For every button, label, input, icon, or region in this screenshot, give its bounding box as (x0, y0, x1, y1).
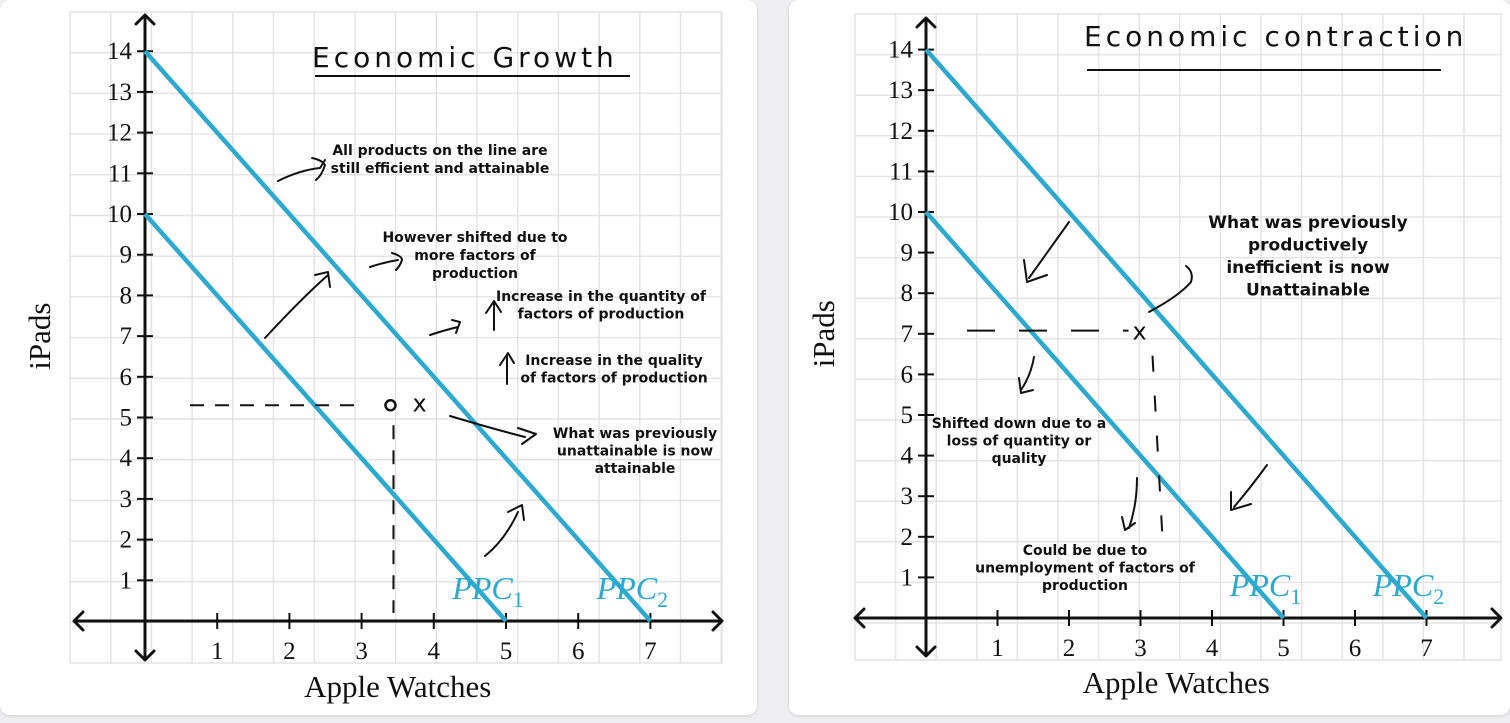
x-tick-label: 4 (1206, 635, 1219, 662)
y-tick-label: 1 (901, 564, 914, 591)
hand-arrow-ppc2-down (1023, 221, 1070, 283)
y-tick-label: 9 (901, 240, 914, 267)
ppc-line-label: PPC2 (1372, 567, 1444, 609)
marked-point-dot (384, 399, 397, 412)
annotation-unattainable-now-attainable: What was previously unattainable is now at… (553, 426, 717, 477)
y-tick-label: 10 (107, 201, 132, 228)
y-tick-label: 2 (901, 524, 914, 551)
ppc-line (924, 210, 1286, 620)
hand-arrow-up-quantity (485, 300, 502, 331)
y-axis-arrow-up (915, 16, 937, 29)
marked-point-label: x (412, 389, 426, 417)
x-axis-arrow-right (1490, 607, 1503, 629)
y-tick-label: 5 (120, 405, 133, 432)
y-tick-label: 12 (888, 118, 913, 145)
x-axis-arrow-left (853, 607, 866, 629)
annotation-now-unattainable: What was previously productively inefficie… (1208, 213, 1407, 301)
ppc-line-label: PPC1 (1229, 567, 1301, 609)
ppc-line (924, 48, 1429, 620)
chart-title-handwritten: Economic contraction (1084, 20, 1467, 53)
hand-arrow-unemployment-note (1121, 477, 1138, 531)
hand-arrow-quantity (429, 319, 461, 336)
y-tick-label: 13 (107, 79, 132, 106)
y-tick-label: 3 (901, 483, 914, 510)
x-tick-label: 3 (1134, 635, 1147, 662)
y-tick-label: 8 (120, 282, 133, 309)
y-tick-label: 1 (120, 567, 133, 594)
y-tick-label: 6 (901, 361, 914, 388)
x-axis-label: Apple Watches (304, 669, 491, 704)
x-tick-label: 5 (1277, 635, 1290, 662)
grid-border (854, 13, 1502, 661)
dashed-guide-vertical (1151, 355, 1164, 539)
y-tick-label: 10 (888, 199, 913, 226)
x-tick-label: 1 (991, 635, 1004, 662)
annotation-increase-quantity: Increase in the quantity of factors of pr… (496, 289, 707, 323)
y-tick-label: 5 (901, 402, 914, 429)
x-tick-label: 2 (1063, 635, 1076, 662)
x-tick-label: 3 (355, 638, 368, 665)
hand-arrow-lower-right (484, 504, 525, 557)
y-tick-label: 8 (901, 280, 914, 307)
y-tick-label: 3 (120, 486, 133, 513)
annotation-shifted-down: Shifted down due to a loss of quantity or… (932, 416, 1106, 467)
ppc-line (143, 212, 508, 623)
ppc-line-label: PPC1 (451, 570, 523, 612)
gridlines (70, 12, 722, 663)
hand-arrow-shifted-note (369, 252, 403, 271)
y-tick-label: 14 (107, 38, 133, 65)
x-axis-arrow-left (72, 610, 85, 632)
marked-point-label: x (1133, 318, 1147, 346)
hand-arrow-shift-ppc (264, 271, 331, 339)
y-tick-label: 9 (120, 242, 133, 269)
ppc-line (143, 49, 653, 623)
x-tick-label: 6 (572, 638, 585, 665)
y-axis-label: iPads (22, 303, 57, 370)
x-tick-label: 2 (283, 638, 296, 665)
x-axis-arrow-right (711, 610, 724, 632)
y-tick-label: 11 (889, 158, 913, 185)
x-tick-label: 6 (1349, 635, 1362, 662)
y-tick-label: 7 (120, 323, 133, 350)
hand-arrow-efficient (277, 157, 326, 182)
x-tick-label: 1 (211, 638, 224, 665)
y-tick-label: 2 (120, 527, 133, 554)
gridlines (855, 14, 1501, 660)
y-tick-label: 14 (888, 37, 914, 64)
y-tick-label: 6 (120, 364, 133, 391)
x-tick-label: 4 (428, 638, 441, 665)
annotation-shifted-more-factors: However shifted due to more factors of pro… (382, 230, 567, 282)
y-tick-label: 4 (901, 443, 914, 470)
y-axis-arrow-down (134, 649, 156, 662)
annotation-increase-quality: Increase in the quality of factors of pro… (520, 353, 707, 387)
y-axis-label: iPads (806, 300, 841, 367)
y-axis-arrow-down (915, 645, 937, 658)
hand-arrow-attainable (449, 415, 537, 445)
x-tick-label: 7 (644, 638, 657, 665)
economic-contraction-chart-card: 1 2 3 4 5 6 7 1 2 3 4 5 6 7 8 9 10 11 12 13 14 Apple Watches i… (789, 0, 1510, 715)
annotation-efficient-attainable: All products on the line are still effici… (331, 143, 550, 177)
y-tick-label: 11 (108, 160, 132, 187)
ppc-line-label: PPC2 (596, 570, 668, 612)
y-tick-label: 4 (120, 445, 133, 472)
economic-growth-chart-card: 1 2 3 4 5 6 7 1 2 3 4 5 6 7 8 9 10 11 12 13 14 Apple Watches i… (0, 0, 757, 715)
y-tick-label: 7 (901, 321, 914, 348)
x-tick-label: 5 (500, 638, 513, 665)
x-tick-label: 7 (1420, 635, 1433, 662)
y-tick-label: 13 (888, 77, 913, 104)
hand-arrow-unattainable-note (1148, 265, 1193, 313)
hand-arrow-up-quality (499, 352, 515, 385)
annotation-unemployment: Could be due to unemployment of factors o… (975, 543, 1196, 594)
hand-arrow-shifted-note (1018, 356, 1035, 394)
chart-title-handwritten: Economic Growth (312, 41, 618, 74)
y-axis-arrow-up (134, 13, 156, 26)
hand-arrow-ppc2-lower (1230, 464, 1268, 511)
y-tick-label: 12 (107, 120, 132, 147)
x-axis-label: Apple Watches (1083, 665, 1270, 700)
